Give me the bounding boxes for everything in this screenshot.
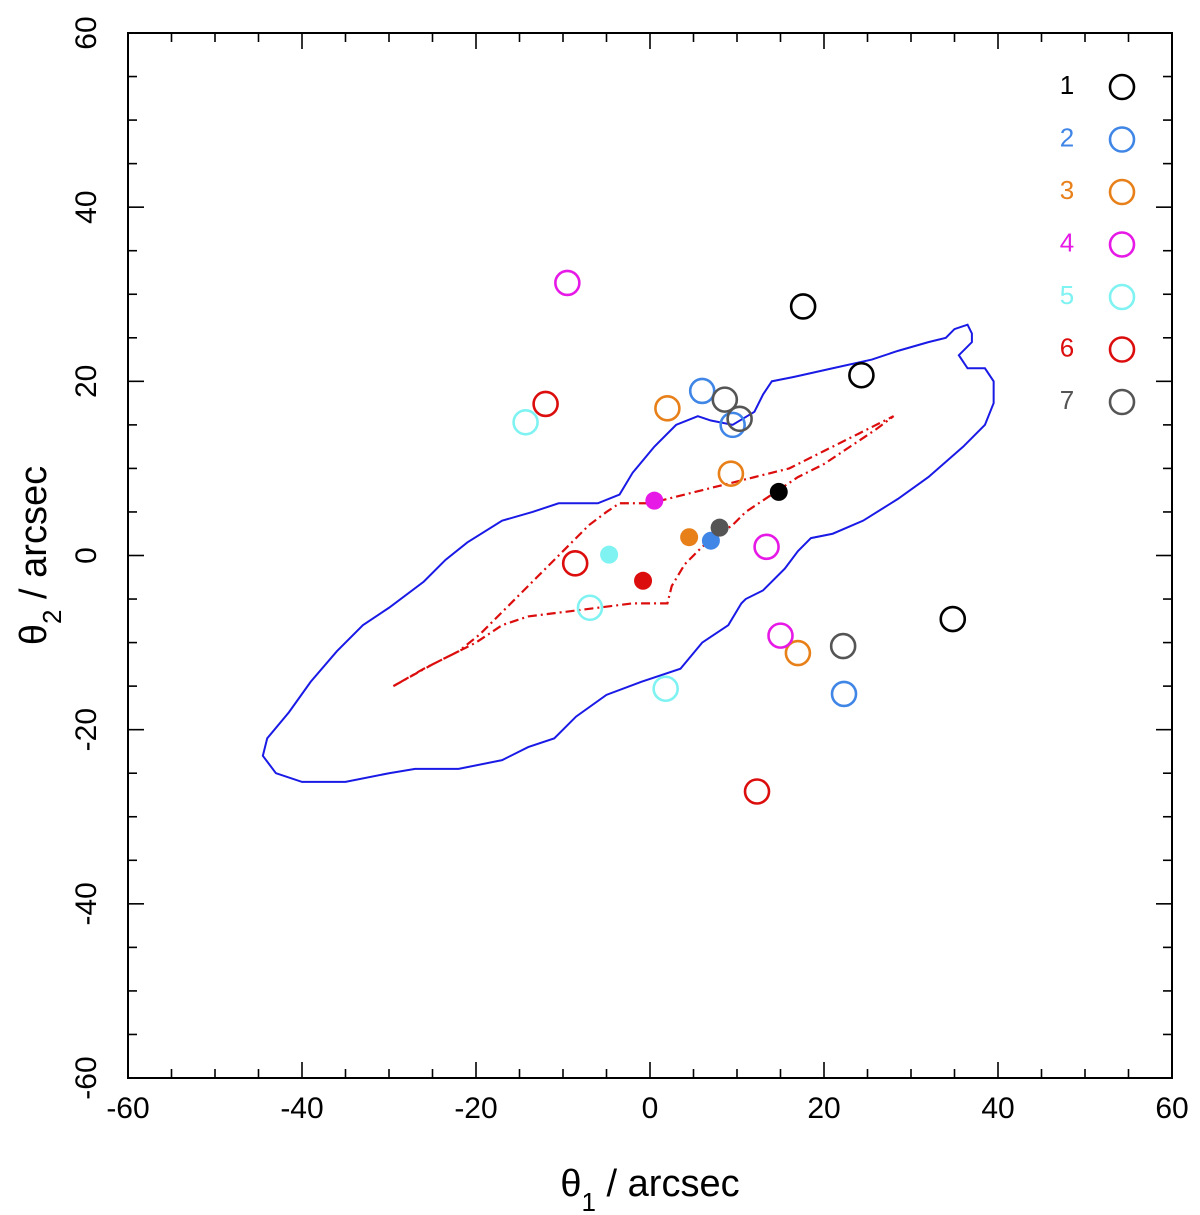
source-marker-1: [769, 482, 788, 501]
image-marker-6: [532, 390, 559, 418]
x-tick-label: 40: [981, 1092, 1014, 1125]
legend-label: 4: [1060, 227, 1074, 257]
plot-frame: [127, 32, 1173, 1079]
image-marker-5: [652, 675, 679, 703]
image-marker-4: [767, 622, 794, 649]
y-tick-label: -20: [70, 708, 103, 751]
x-axis-symbol: θ: [560, 1163, 581, 1205]
image-marker-1: [789, 293, 817, 320]
x-axis-unit: / arcsec: [596, 1163, 740, 1205]
image-marker-3: [784, 639, 812, 667]
y-tick-label: 20: [70, 365, 103, 398]
y-axis-label: θ2 / arcsec: [13, 466, 67, 645]
source-marker-7: [710, 518, 729, 537]
legend-label: 2: [1060, 122, 1074, 152]
caustic-layer: [392, 415, 895, 688]
legend-label: 3: [1060, 175, 1074, 205]
legend-label: 5: [1060, 280, 1074, 310]
image-marker-4: [554, 269, 581, 297]
legend-marker: [1108, 336, 1136, 363]
critical-curve-layer: [261, 323, 995, 783]
image-marker-7: [726, 405, 753, 433]
critical-curve: [261, 323, 995, 783]
image-marker-2: [719, 411, 746, 439]
image-marker-4: [753, 533, 780, 561]
points-layer: [512, 269, 967, 805]
image-marker-6: [561, 550, 589, 577]
caustic-curve: [392, 415, 895, 688]
image-marker-2: [688, 377, 716, 405]
image-marker-5: [576, 594, 604, 622]
y-axis-symbol: θ: [13, 624, 55, 645]
image-marker-6: [743, 778, 771, 805]
x-tick-label: -20: [454, 1092, 497, 1125]
legend-label: 7: [1060, 385, 1074, 415]
image-marker-3: [654, 395, 681, 422]
source-marker-5: [600, 545, 619, 564]
x-tick-label: 0: [642, 1092, 659, 1125]
legend-marker: [1108, 178, 1136, 206]
x-axis-label: θ1 / arcsec: [560, 1163, 739, 1215]
image-marker-1: [848, 361, 875, 389]
y-tick-label: 40: [70, 190, 103, 223]
x-tick-label: -60: [106, 1092, 149, 1125]
image-marker-5: [512, 408, 539, 436]
y-tick-label: -60: [70, 1056, 103, 1099]
tick-layer: -60 -40 -20 0 20 40 60 -60 -40 -20 0 20 40 60: [70, 16, 1189, 1125]
y-tick-label: 0: [70, 547, 103, 564]
x-tick-label: -40: [280, 1092, 323, 1125]
source-marker-2: [701, 531, 720, 550]
legend-label: 1: [1060, 70, 1074, 100]
image-marker-7: [711, 386, 739, 413]
image-marker-2: [830, 680, 858, 708]
image-marker-7: [829, 632, 857, 660]
legend-marker: [1108, 283, 1136, 311]
x-tick-label: 60: [1155, 1092, 1188, 1125]
source-marker-4: [645, 491, 664, 510]
legend-marker: [1108, 231, 1136, 258]
legend: 1 2 3 4 5 6 7: [1060, 70, 1136, 416]
legend-label: 6: [1060, 332, 1074, 362]
y-tick-label: -40: [70, 882, 103, 925]
image-marker-3: [717, 460, 745, 487]
image-marker-1: [939, 605, 967, 633]
legend-marker: [1108, 388, 1136, 416]
x-tick-label: 20: [807, 1092, 840, 1125]
source-marker-6: [634, 571, 653, 590]
y-axis-unit: / arcsec: [13, 466, 55, 610]
source-marker-3: [680, 528, 699, 547]
legend-marker: [1108, 73, 1136, 101]
y-axis-subscript: 2: [37, 610, 67, 624]
y-tick-label: 60: [70, 16, 103, 49]
legend-marker: [1108, 126, 1136, 153]
x-axis-subscript: 1: [582, 1187, 596, 1215]
